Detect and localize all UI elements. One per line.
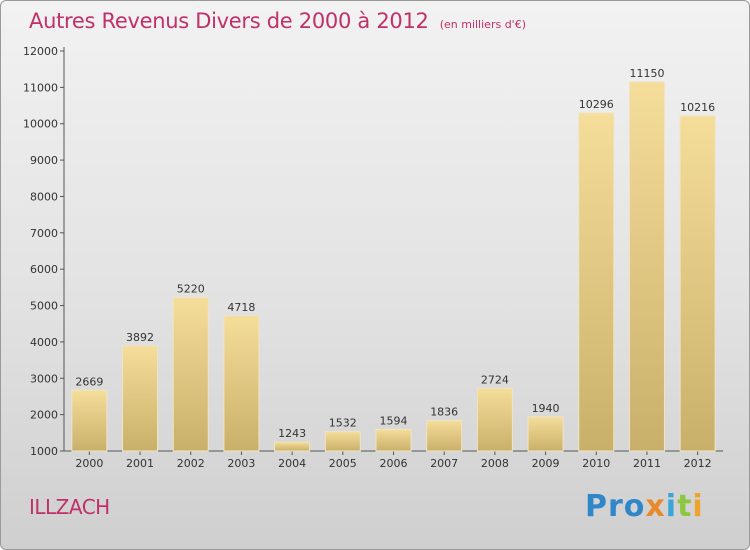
- x-tick-label: 2011: [633, 457, 661, 470]
- logo-part-4: t: [677, 489, 693, 524]
- value-label: 1243: [278, 427, 306, 440]
- chart-subtitle: (en milliers d'€): [439, 18, 526, 31]
- x-tick-label: 2006: [380, 457, 408, 470]
- bar-2010: [578, 112, 615, 452]
- bar-2000: [71, 389, 108, 452]
- y-tick-label: 2000: [30, 409, 58, 422]
- value-label: 4718: [227, 301, 255, 314]
- logo-part-2: x: [645, 489, 666, 524]
- x-tick-label: 2000: [75, 457, 103, 470]
- y-tick-label: 8000: [30, 190, 58, 203]
- x-tick-label: 2012: [684, 457, 712, 470]
- bar-2011: [628, 81, 665, 452]
- value-label: 1532: [329, 417, 357, 430]
- bar-2007: [426, 420, 463, 452]
- x-tick-label: 2007: [430, 457, 458, 470]
- x-tick-label: 2001: [126, 457, 154, 470]
- y-tick-label: 1000: [30, 445, 58, 458]
- y-tick-label: 11000: [23, 81, 58, 94]
- logo-part-1: Pro: [585, 489, 646, 524]
- x-tick-label: 2003: [227, 457, 255, 470]
- y-tick-label: 12000: [23, 45, 58, 58]
- value-label: 1940: [532, 402, 560, 415]
- labels: 2669 2000 3892 2001 5220 2002 4718 2003 1243 2004…: [75, 67, 715, 470]
- bar-2004: [274, 441, 311, 452]
- x-tick-label: 2008: [481, 457, 509, 470]
- value-label: 2669: [75, 375, 103, 388]
- logo-part-3: i: [665, 489, 678, 524]
- value-label: 1594: [380, 414, 408, 427]
- value-label: 11150: [629, 67, 664, 80]
- axes: 1000 2000 3000 4000 5000 6000 7000 8000 9000 1000…: [23, 45, 723, 458]
- bar-2012: [679, 115, 716, 452]
- bar-2001: [122, 345, 159, 452]
- y-tick-label: 7000: [30, 227, 58, 240]
- x-tick-label: 2009: [532, 457, 560, 470]
- value-label: 2724: [481, 373, 509, 386]
- y-tick-label: 4000: [30, 336, 58, 349]
- x-tick-label: 2002: [177, 457, 205, 470]
- logo-part-5: i: [692, 489, 704, 524]
- y-tick-label: 9000: [30, 154, 58, 167]
- value-label: 5220: [177, 283, 205, 296]
- bar-2003: [223, 315, 260, 452]
- y-tick-label: 10000: [23, 118, 58, 131]
- x-tick-label: 2010: [582, 457, 610, 470]
- value-label: 10216: [680, 101, 715, 114]
- bar-2009: [527, 416, 564, 452]
- bar-2008: [476, 387, 513, 452]
- title-block: Autres Revenus Divers de 2000 à 2012 (en…: [29, 9, 526, 33]
- bar-2005: [324, 431, 361, 452]
- value-label: 1836: [430, 406, 458, 419]
- value-label: 10296: [579, 98, 614, 111]
- bars: [71, 81, 716, 452]
- y-tick-label: 3000: [30, 372, 58, 385]
- chart-title: Autres Revenus Divers de 2000 à 2012: [29, 9, 429, 33]
- value-label: 3892: [126, 331, 154, 344]
- y-tick-label: 5000: [30, 300, 58, 313]
- location-label: ILLZACH: [29, 495, 110, 519]
- bar-2006: [375, 428, 412, 452]
- x-tick-label: 2004: [278, 457, 306, 470]
- proxiti-logo: Proxiti: [585, 489, 704, 524]
- y-tick-label: 6000: [30, 263, 58, 276]
- bar-2002: [172, 297, 209, 452]
- x-tick-label: 2005: [329, 457, 357, 470]
